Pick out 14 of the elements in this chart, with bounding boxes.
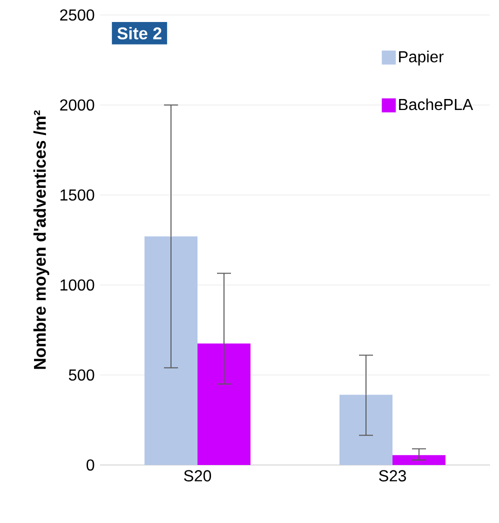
bar [392,455,446,465]
text: Site 2 [117,26,162,40]
y-tick-label: 2500 [60,9,94,21]
y-axis-title: Nombre moyen d'adventices /m² [33,110,50,369]
y-tick-label: 1000 [60,279,94,291]
x-tick-label: S20 [184,470,212,482]
bar [198,343,250,465]
legend-label: Papier [399,50,444,66]
y-tick-label: 2000 [60,99,94,111]
legend-label: BachePLA [399,98,474,110]
y-tick-label: 500 [68,369,94,381]
y-tick-label: 0 [86,459,94,471]
y-tick-label: 1500 [60,189,94,201]
x-tick-label: S23 [379,470,406,482]
